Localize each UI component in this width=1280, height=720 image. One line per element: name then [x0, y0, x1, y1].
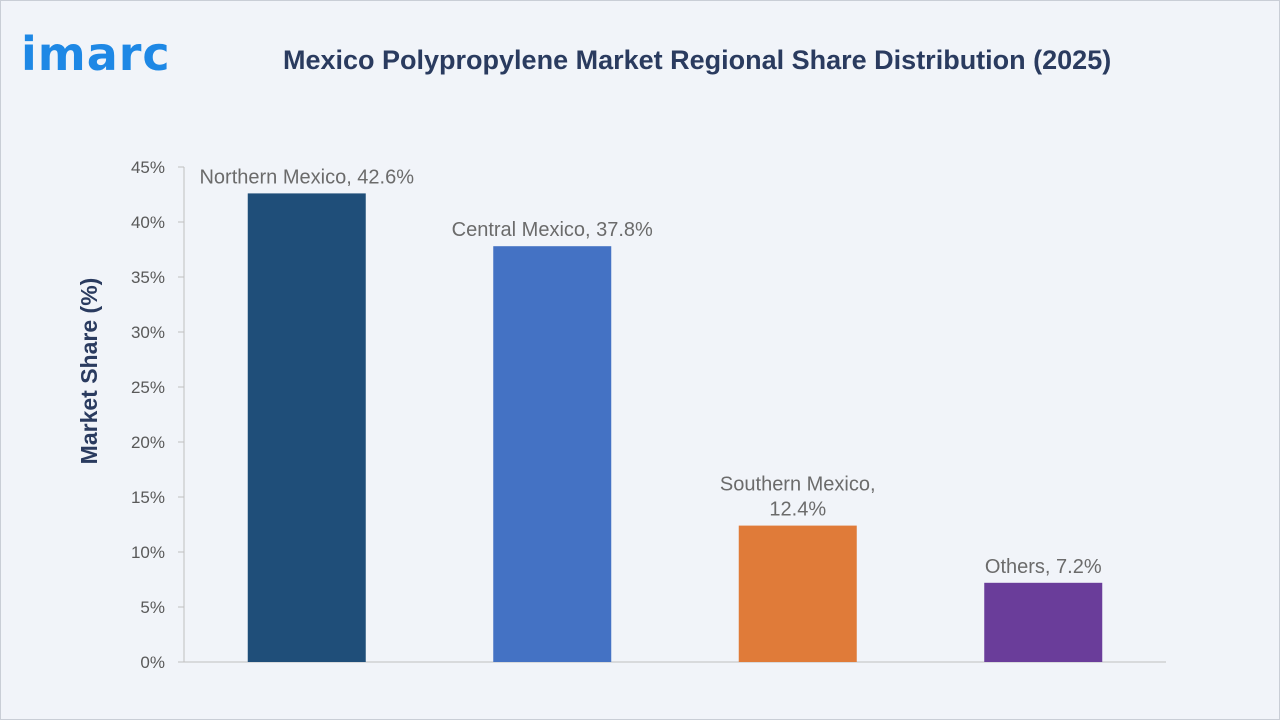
data-label: 12.4%: [769, 499, 826, 521]
chart-title: Mexico Polypropylene Market Regional Sha…: [283, 45, 1112, 75]
y-tick-label: 15%: [131, 488, 165, 507]
y-tick-label: 25%: [131, 378, 165, 397]
data-label: Central Mexico, 37.8%: [452, 219, 653, 241]
bar-others: [984, 582, 1103, 662]
data-labels: Northern Mexico, 42.6% Central Mexico, 37…: [199, 166, 1101, 577]
bar-central-mexico: [493, 246, 612, 662]
y-tick-label: 40%: [131, 213, 165, 232]
y-axis: 0% 5% 10% 15% 20% 25% 30% 35% 40% 45%: [131, 158, 1166, 672]
imarc-logo: imarc: [21, 27, 171, 81]
bar-southern-mexico: [738, 525, 857, 662]
data-label: Southern Mexico,: [720, 474, 876, 496]
y-tick-label: 30%: [131, 323, 165, 342]
y-tick-label: 0%: [140, 653, 165, 672]
data-label: Others, 7.2%: [985, 556, 1102, 578]
y-tick-label: 35%: [131, 268, 165, 287]
bar-northern-mexico: [247, 193, 366, 662]
y-tick-label: 10%: [131, 543, 165, 562]
bars: [247, 193, 1103, 662]
y-axis-label: Market Share (%): [76, 278, 102, 465]
y-tick-label: 5%: [140, 598, 165, 617]
data-label: Northern Mexico, 42.6%: [199, 166, 414, 188]
y-tick-label: 45%: [131, 158, 165, 177]
y-tick-label: 20%: [131, 433, 165, 452]
